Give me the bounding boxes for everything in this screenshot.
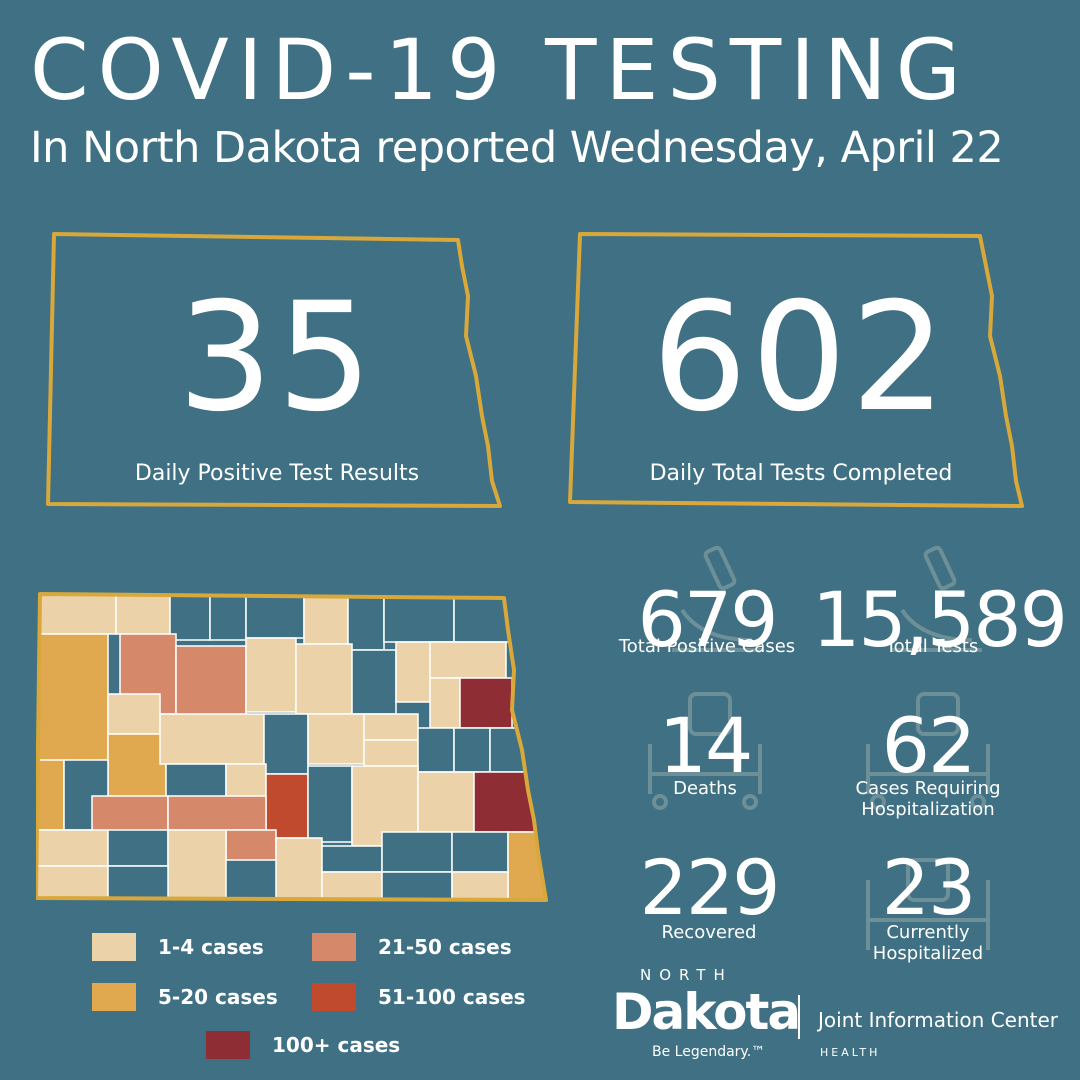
hospitalization-value: 62 [881,701,977,790]
county [275,837,323,900]
county [107,865,169,900]
logo-org-name: Joint Information Center [818,1008,1059,1032]
county [451,871,509,900]
state-outline-icon [46,232,502,508]
logo-tagline: Be Legendary.™ [652,1044,766,1060]
deaths-stat: 14 Deaths [630,684,780,814]
legend-item: 1-4 cases [92,933,264,961]
county [429,641,507,679]
legend-swatch [206,1031,250,1059]
current-hosp-value: 23 [881,843,977,932]
logo-health-text: HEALTH [820,1046,881,1059]
legend-item: 5-20 cases [92,983,278,1011]
county [36,594,117,635]
county [459,677,513,729]
county [321,845,383,873]
county [381,871,453,900]
county [507,831,546,900]
county [263,713,309,775]
county [451,831,509,873]
daily-tests-label: Daily Total Tests Completed [649,461,953,486]
county [265,773,309,839]
county [36,865,109,900]
county [167,795,267,831]
deaths-value: 14 [658,701,754,790]
page-subtitle: In North Dakota reported Wednesday, Apri… [30,123,1004,173]
county [307,713,365,765]
microscope-icon [672,545,762,652]
county [381,831,453,873]
county [107,829,169,867]
legend-swatch [92,983,136,1011]
recovered-label: Recovered [661,922,757,943]
recovered-stat: 229 Recovered [614,840,804,950]
deaths-label: Deaths [673,778,737,799]
hospital-bed-icon [866,692,990,810]
legend-item: 100+ cases [206,1031,400,1059]
logo-north-text: NORTH [640,966,733,984]
county [321,871,383,900]
total-positive-label: Total Positive Cases [618,636,796,657]
county [115,594,171,635]
legend-item: 21-50 cases [312,933,512,961]
county [303,594,349,645]
daily-positive-value: 35 [177,271,377,445]
legend-swatch [92,933,136,961]
hospital-bed-icon [866,858,990,950]
county [167,829,227,900]
total-tests-value: 15,589 [812,575,1068,664]
page-title: COVID-19 TESTING [30,21,970,119]
hospitalization-label-line1: Cases Requiring [855,778,1001,799]
legend-label: 21-50 cases [378,935,512,959]
total-positive-stat: 679 Total Positive Cases [612,540,802,660]
county [159,713,265,765]
daily-tests-panel: 602 Daily Total Tests Completed [566,226,1036,512]
legend-label: 1-4 cases [158,935,264,959]
county [363,713,419,741]
county [417,727,455,773]
daily-positive-label: Daily Positive Test Results [134,461,420,486]
total-tests-stat: 15,589 Total Tests [812,540,1068,664]
daily-tests-value: 602 [651,271,951,445]
county [169,594,211,641]
county [36,829,109,867]
daily-positive-panel: 35 Daily Positive Test Results [42,226,512,512]
county [107,693,161,735]
county [36,759,65,831]
logo-dakota-text: Dakota [612,983,801,1041]
current-hosp-label-line2: Hospitalized [872,943,984,964]
legend-label: 5-20 cases [158,985,278,1009]
legend-label: 100+ cases [272,1033,401,1057]
logo-divider [798,995,800,1039]
county [351,649,397,715]
county [453,727,491,773]
total-positive-value: 679 [637,575,778,664]
county [347,594,385,651]
current-hosp-label-line1: Currently [886,922,970,943]
legend-swatch [312,983,356,1011]
county [245,637,297,713]
county [307,765,353,843]
current-hosp-stat: 23 Currently Hospitalized [848,840,1008,970]
county [91,795,169,833]
hospital-bed-icon [648,692,762,810]
county [417,771,475,833]
county [363,739,419,767]
hospitalization-stat: 62 Cases Requiring Hospitalization [848,684,1008,824]
county [295,643,353,715]
legend-item: 51-100 cases [312,983,526,1011]
hospitalization-label-line2: Hospitalization [861,799,995,820]
legend-label: 51-100 cases [378,985,526,1009]
microscope-icon [892,545,982,652]
legend-swatch [312,933,356,961]
county [429,677,461,729]
county-map [36,592,548,902]
county [225,763,267,801]
county [225,829,277,861]
recovered-value: 229 [639,843,780,932]
state-outline-icon [568,232,1024,508]
county [175,645,247,717]
total-tests-label: Total Tests [885,636,979,657]
